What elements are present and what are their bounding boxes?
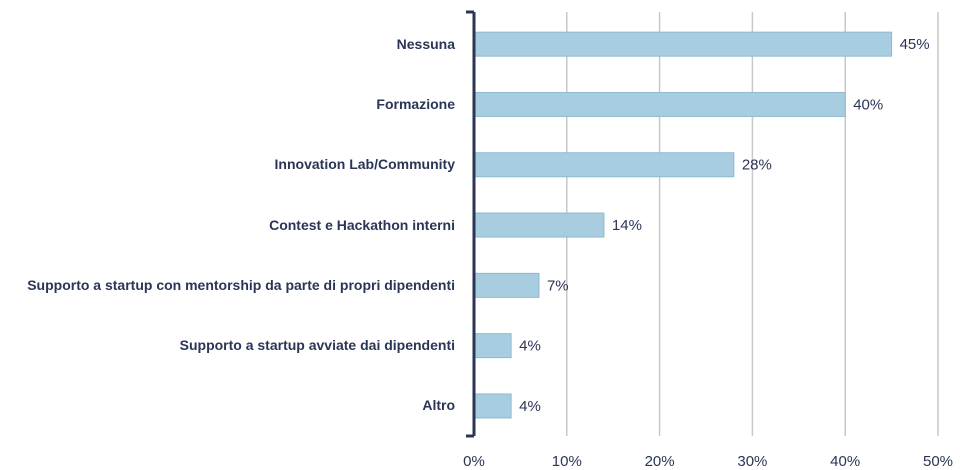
category-label: Nessuna [396, 35, 455, 52]
category-label: Supporto a startup con mentorship da par… [27, 276, 455, 293]
category-label-box: Altro [0, 381, 455, 431]
category-label-box: Innovation Lab/Community [0, 140, 455, 190]
category-label: Supporto a startup avviate dai dipendent… [179, 337, 455, 354]
bar [473, 272, 540, 298]
bar [473, 333, 512, 359]
x-tick-label: 10% [552, 453, 582, 470]
bar [473, 31, 893, 57]
category-label: Innovation Lab/Community [274, 156, 455, 173]
category-label: Contest e Hackathon interni [269, 216, 455, 233]
value-label: 28% [742, 157, 772, 174]
bar [473, 393, 512, 419]
category-label-box: Supporto a startup con mentorship da par… [0, 260, 455, 310]
x-tick-label: 40% [830, 453, 860, 470]
category-label: Formazione [376, 95, 455, 112]
x-tick-label: 0% [463, 453, 485, 470]
x-tick-label: 30% [737, 453, 767, 470]
category-label-box: Supporto a startup avviate dai dipendent… [0, 321, 455, 371]
value-label: 40% [853, 96, 883, 113]
category-label-box: Nessuna [0, 19, 455, 69]
value-label: 7% [547, 277, 569, 294]
value-label: 4% [519, 398, 541, 415]
value-label: 45% [900, 36, 930, 53]
x-tick-label: 50% [923, 453, 953, 470]
bar [473, 91, 846, 117]
category-label-box: Formazione [0, 79, 455, 129]
value-label: 4% [519, 338, 541, 355]
category-label: Altro [422, 397, 455, 414]
category-label-box: Contest e Hackathon interni [0, 200, 455, 250]
value-label: 14% [612, 217, 642, 234]
bar [473, 152, 735, 178]
bar [473, 212, 605, 238]
x-tick-label: 20% [645, 453, 675, 470]
